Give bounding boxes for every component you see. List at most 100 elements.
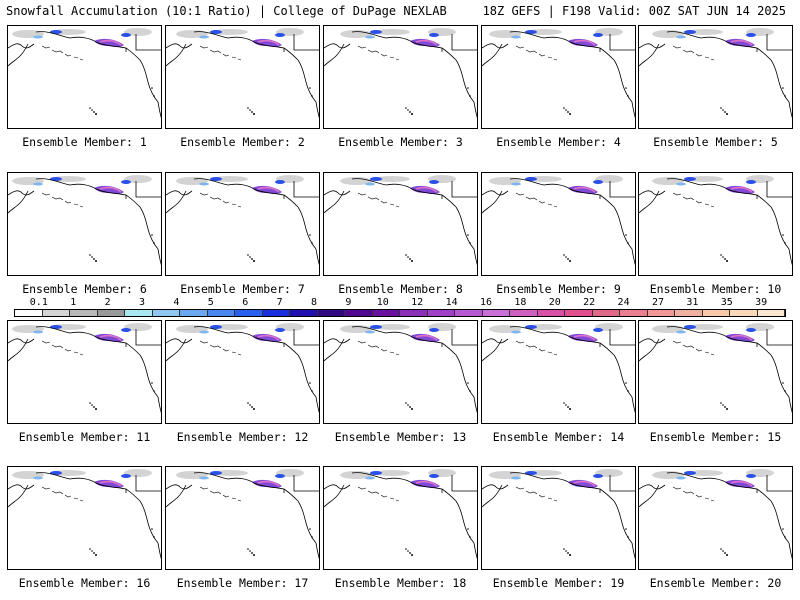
ensemble-panel: Ensemble Member: 20: [638, 466, 793, 590]
ensemble-member-label: Ensemble Member: 14: [492, 430, 625, 444]
color-scale-tick: 24: [617, 297, 630, 308]
ensemble-member-label: Ensemble Member: 13: [334, 430, 467, 444]
ensemble-member-label: Ensemble Member: 11: [18, 430, 151, 444]
pacific-map: [482, 175, 635, 266]
pacific-map: [639, 323, 792, 414]
ensemble-member-label: Ensemble Member: 5: [653, 135, 778, 149]
pacific-map: [8, 175, 161, 266]
pacific-map: [8, 469, 161, 560]
color-scale-tick: 3: [138, 297, 146, 308]
color-scale-tick: 0.1: [29, 297, 48, 308]
ensemble-member-label: Ensemble Member: 10: [649, 282, 782, 296]
pacific-map: [482, 28, 635, 119]
ensemble-panel: Ensemble Member: 4: [481, 25, 636, 149]
map-frame: [323, 320, 478, 424]
color-scale-swatch: [70, 310, 98, 316]
pacific-map: [639, 28, 792, 119]
pacific-map: [482, 469, 635, 560]
ensemble-member-label: Ensemble Member: 1: [22, 135, 147, 149]
color-scale-swatch: [125, 310, 153, 316]
color-scale-swatch: [207, 310, 235, 316]
color-scale-tick: 27: [651, 297, 665, 308]
color-scale-swatch: [152, 310, 180, 316]
pacific-map: [639, 175, 792, 266]
pacific-map: [324, 28, 477, 119]
ensemble-panel: Ensemble Member: 15: [638, 320, 793, 444]
color-scale-swatch: [675, 310, 703, 316]
map-frame: [165, 466, 320, 570]
ensemble-member-label: Ensemble Member: 15: [649, 430, 782, 444]
map-frame: [165, 172, 320, 276]
color-scale-tick-labels: 0.1 1 2 3 4 5 6 7 8 9 10 12 14 16 18 20 22 24 27 31 35 39: [14, 297, 786, 309]
map-frame: [481, 25, 636, 129]
map-frame: [638, 25, 793, 129]
pacific-map: [166, 28, 319, 119]
color-scale-swatch: [730, 310, 758, 316]
ensemble-panel: Ensemble Member: 16: [7, 466, 162, 590]
ensemble-panel: Ensemble Member: 1: [7, 25, 162, 149]
color-scale-swatch: [262, 310, 290, 316]
color-scale-tick: 6: [242, 297, 249, 308]
map-frame: [165, 320, 320, 424]
color-scale-swatch: [372, 310, 400, 316]
snowfall-color-scale: 0.1 1 2 3 4 5 6 7 8 9 10 12 14 16 18 20 22 24 27 31 35 39: [14, 297, 786, 319]
pacific-map: [324, 323, 477, 414]
ensemble-panel: Ensemble Member: 11: [7, 320, 162, 444]
color-scale-tick: 16: [479, 297, 493, 308]
color-scale-tick: 1: [70, 297, 77, 308]
color-scale-swatch: [482, 310, 510, 316]
ensemble-panel: Ensemble Member: 6: [7, 172, 162, 296]
map-frame: [7, 25, 162, 129]
ensemble-panel: Ensemble Member: 3: [323, 25, 478, 149]
color-scale-swatch: [400, 310, 428, 316]
color-scale-tick: 12: [411, 297, 424, 308]
color-scale-tick: 7: [276, 297, 283, 308]
color-scale-tick: 14: [445, 297, 458, 308]
map-frame: [7, 466, 162, 570]
color-scale-swatch: [565, 310, 593, 316]
ensemble-panel: Ensemble Member: 18: [323, 466, 478, 590]
map-frame: [481, 466, 636, 570]
color-scale-swatch: [345, 310, 373, 316]
color-scale-tick: 20: [548, 297, 561, 308]
ensemble-member-label: Ensemble Member: 12: [176, 430, 309, 444]
ensemble-member-label: Ensemble Member: 2: [180, 135, 305, 149]
color-scale-tick: 22: [583, 297, 596, 308]
ensemble-member-label: Ensemble Member: 20: [649, 576, 782, 590]
pacific-map: [8, 28, 161, 119]
color-scale-swatch: [15, 310, 43, 316]
color-scale-tick: 39: [755, 297, 768, 308]
pacific-map: [324, 175, 477, 266]
map-frame: [7, 320, 162, 424]
ensemble-panel: Ensemble Member: 12: [165, 320, 320, 444]
pacific-map: [166, 175, 319, 266]
map-frame: [481, 172, 636, 276]
color-scale-swatch: [97, 310, 125, 316]
map-frame: [165, 25, 320, 129]
ensemble-member-label: Ensemble Member: 6: [22, 282, 147, 296]
color-scale-swatch: [455, 310, 483, 316]
pacific-map: [639, 469, 792, 560]
map-frame: [638, 172, 793, 276]
color-scale-tick: 18: [514, 297, 527, 308]
ensemble-panel: Ensemble Member: 13: [323, 320, 478, 444]
color-scale-tick: 10: [376, 297, 389, 308]
color-scale-swatch: [647, 310, 675, 316]
ensemble-member-label: Ensemble Member: 17: [176, 576, 309, 590]
color-scale-swatch: [317, 310, 345, 316]
color-scale-swatch: [537, 310, 565, 316]
color-scale-tick: 31: [686, 297, 699, 308]
color-scale-swatch: [510, 310, 538, 316]
color-scale-swatch: [42, 310, 70, 316]
color-scale-bar: [14, 309, 786, 317]
ensemble-panel: Ensemble Member: 10: [638, 172, 793, 296]
pacific-map: [166, 469, 319, 560]
ensemble-member-label: Ensemble Member: 3: [338, 135, 463, 149]
color-scale-swatch: [757, 310, 785, 316]
ensemble-member-label: Ensemble Member: 9: [496, 282, 621, 296]
ensemble-panel: Ensemble Member: 19: [481, 466, 636, 590]
map-title: Snowfall Accumulation (10:1 Ratio) | Col…: [6, 4, 447, 18]
pacific-map: [166, 323, 319, 414]
ensemble-member-label: Ensemble Member: 8: [338, 282, 463, 296]
ensemble-member-label: Ensemble Member: 7: [180, 282, 305, 296]
